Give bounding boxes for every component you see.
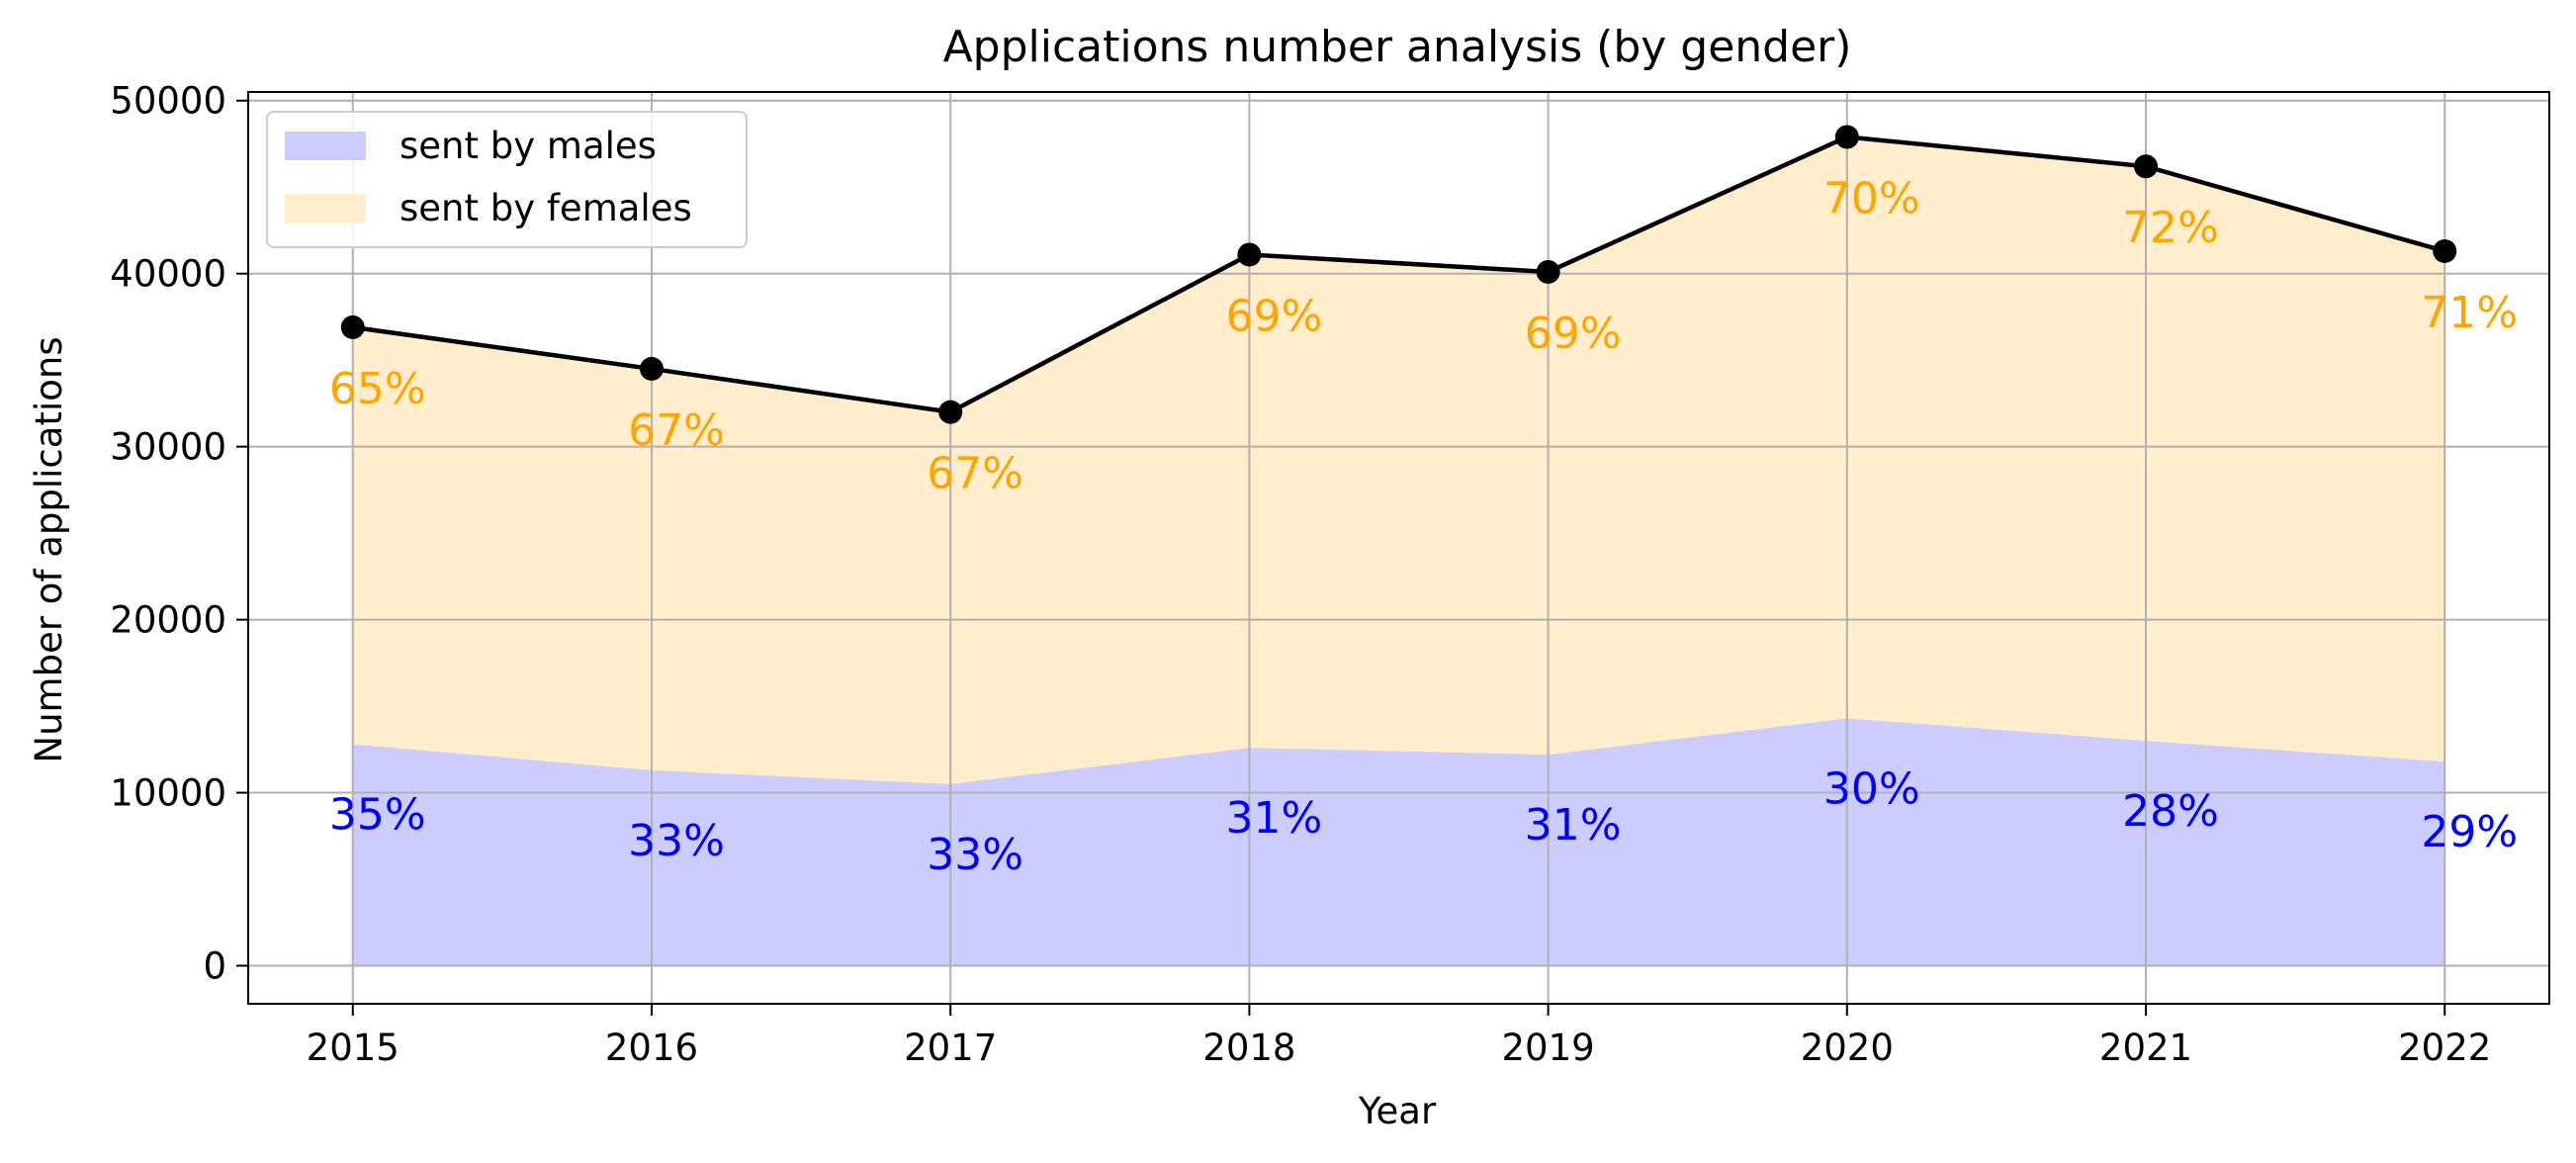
total-marker (2433, 238, 2457, 263)
y-tick-label: 40000 (110, 253, 226, 296)
legend-swatch-females (285, 194, 366, 223)
x-tick-label: 2016 (605, 1027, 698, 1069)
x-tick-label: 2022 (2398, 1027, 2491, 1069)
total-line (352, 134, 2445, 414)
plot-frame (247, 91, 2550, 1005)
x-tick-label: 2019 (1502, 1027, 1595, 1069)
percent-label-females: 71% (2421, 288, 2518, 338)
y-tick-label: 50000 (110, 80, 226, 123)
percent-label-females: 69% (1525, 309, 1622, 359)
percent-label-males: 30% (1823, 763, 1920, 814)
percent-label-females: 72% (2122, 203, 2219, 253)
total-marker (938, 400, 963, 424)
percent-label-females: 67% (927, 449, 1023, 499)
area-females (352, 136, 2445, 784)
total-marker (1536, 259, 1560, 284)
total-marker (1237, 242, 1262, 267)
total-line-group (340, 125, 2457, 424)
legend-label-females: sent by females (400, 187, 692, 229)
y-axis-label: Number of applications (28, 336, 70, 762)
percent-labels: 65% 35% 67% 33% 67% 33% 69% 31% 69% 31% 70% 30% 72% 2… (329, 173, 2518, 879)
percent-label-males: 28% (2122, 786, 2219, 837)
percent-label-females: 65% (329, 364, 426, 414)
legend-box (266, 111, 748, 248)
percent-label-males: 29% (2421, 807, 2518, 857)
y-axis-ticks: 0 10000 20000 30000 40000 50000 (110, 80, 248, 988)
percent-label-males: 33% (927, 830, 1023, 880)
total-marker (2134, 154, 2159, 179)
x-axis-label: Year (1358, 1090, 1437, 1132)
x-axis-ticks: 2015 2016 2017 2018 2019 2020 2021 2022 (307, 1004, 2491, 1069)
legend-label-males: sent by males (400, 125, 657, 167)
chart-title: Applications number analysis (by gender) (943, 22, 1852, 72)
x-tick-label: 2021 (2099, 1027, 2192, 1069)
percent-label-males: 31% (1525, 800, 1622, 850)
area-fills (352, 136, 2445, 966)
total-marker (639, 356, 664, 381)
x-tick-label: 2018 (1202, 1027, 1295, 1069)
y-tick-label: 0 (203, 945, 226, 988)
percent-label-males: 31% (1225, 793, 1322, 844)
total-marker (1834, 125, 1859, 149)
area-males (352, 718, 2445, 966)
x-tick-label: 2020 (1801, 1027, 1894, 1069)
percent-label-females: 69% (1225, 291, 1322, 341)
x-tick-label: 2017 (904, 1027, 997, 1069)
x-tick-label: 2015 (307, 1027, 400, 1069)
percent-label-females: 67% (628, 405, 725, 456)
percent-label-males: 35% (329, 790, 426, 841)
y-tick-label: 10000 (110, 772, 226, 815)
percent-label-females: 70% (1823, 173, 1920, 224)
legend: sent by males sent by females (266, 111, 748, 248)
y-tick-label: 30000 (110, 426, 226, 469)
y-tick-label: 20000 (110, 599, 226, 642)
total-marker (340, 314, 365, 339)
percent-label-males: 33% (628, 816, 725, 866)
legend-swatch-males (285, 132, 366, 160)
